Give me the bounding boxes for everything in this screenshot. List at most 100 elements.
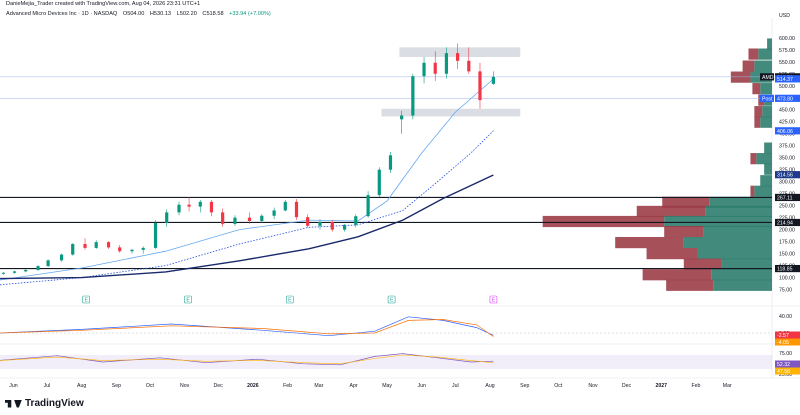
time-tick-label: Aug bbox=[485, 383, 494, 389]
price-badge bbox=[775, 264, 800, 273]
price-tick-label: 200.00 bbox=[779, 228, 795, 234]
resistance-zone bbox=[381, 108, 521, 117]
price-tick-label: 150.00 bbox=[779, 252, 795, 258]
volume-profile-sell-bar bbox=[742, 60, 755, 72]
price-badge-label: 267.11 bbox=[777, 195, 793, 201]
volume-profile-buy-bar bbox=[758, 48, 772, 60]
price-tick-label: 450.00 bbox=[779, 108, 795, 114]
candle-body bbox=[272, 210, 276, 216]
time-tick-label: Oct bbox=[554, 383, 563, 389]
candle-body bbox=[153, 222, 158, 248]
rsi-tick-label: 25.00 bbox=[779, 372, 792, 378]
earnings-marker bbox=[184, 295, 192, 304]
price-badge bbox=[775, 94, 800, 102]
volume-profile-buy-bar bbox=[764, 163, 772, 175]
volume-profile-sell-bar bbox=[664, 225, 704, 238]
candle-body bbox=[478, 71, 482, 101]
price-tick-label: 325.00 bbox=[779, 168, 795, 174]
time-tick-label: Dec bbox=[622, 383, 632, 389]
candle-body bbox=[318, 221, 322, 226]
candle-body bbox=[12, 271, 17, 273]
candle-body bbox=[118, 247, 122, 252]
symbol-name: Advanced Micro Devices Inc · 1D · NASDAQ bbox=[6, 11, 118, 17]
ohlc-close: C518.58 bbox=[202, 11, 224, 17]
candle-body bbox=[187, 204, 191, 207]
volume-profile-buy-bar bbox=[764, 142, 772, 154]
tradingview-logo[interactable]: TradingView bbox=[5, 398, 84, 409]
resistance-zone bbox=[399, 47, 521, 57]
price-tick-label: 175.00 bbox=[779, 240, 795, 246]
price-badge-tag-label: AMD bbox=[762, 75, 774, 81]
earnings-marker bbox=[285, 295, 294, 304]
price-badge-tag bbox=[760, 94, 774, 102]
rsi-badge-label: 47.58 bbox=[777, 369, 790, 375]
rsi-badge-label: 52.32 bbox=[777, 362, 790, 368]
volume-profile-buy-bar bbox=[760, 116, 772, 128]
candle-body bbox=[444, 53, 449, 74]
volume-profile-buy-bar bbox=[705, 205, 772, 218]
time-tick-label: Mar bbox=[723, 383, 732, 389]
price-tick-label: 600.00 bbox=[779, 36, 795, 42]
volume-profile-buy-bar bbox=[711, 269, 772, 281]
time-tick-label: Feb bbox=[283, 383, 292, 389]
earnings-marker-label: E bbox=[288, 298, 292, 304]
price-tick-label: 375.00 bbox=[779, 144, 795, 150]
volume-profile-sell-bar bbox=[750, 153, 757, 165]
price-change: +33.94 (+7.00%) bbox=[229, 11, 271, 17]
volume-profile-sell-bar bbox=[730, 71, 751, 83]
rsi-signal-line bbox=[0, 354, 494, 365]
price-tick-label: 550.00 bbox=[779, 60, 795, 66]
volume-profile-sell-bar bbox=[642, 269, 712, 281]
candle-body bbox=[71, 244, 75, 255]
price-badge bbox=[775, 75, 800, 83]
tradingview-logo-icon-part bbox=[14, 399, 22, 408]
candle-body bbox=[46, 260, 50, 267]
time-tick-label: Dec bbox=[214, 383, 224, 389]
time-tick-label: 2027 bbox=[655, 383, 667, 389]
earnings-marker-label: E bbox=[390, 298, 394, 304]
volume-profile-buy-bar bbox=[756, 153, 772, 165]
candle-body bbox=[283, 201, 287, 211]
time-tick-label: Mar bbox=[314, 383, 323, 389]
candle-body bbox=[221, 212, 225, 224]
rsi-badge bbox=[775, 360, 800, 368]
candle-body bbox=[198, 201, 202, 207]
candle-body bbox=[260, 215, 264, 222]
price-badge-label: 118.85 bbox=[777, 267, 793, 273]
candle-body bbox=[306, 217, 310, 226]
macd-badge bbox=[775, 331, 800, 339]
volume-profile-sell-bar bbox=[542, 215, 665, 228]
candle-body bbox=[400, 115, 404, 120]
price-tick-label: 75.00 bbox=[779, 288, 792, 294]
macd-badge-label: -2.57 bbox=[777, 333, 789, 339]
rsi-badge bbox=[775, 367, 800, 375]
candle-body bbox=[141, 247, 145, 250]
moving-average-line bbox=[0, 78, 494, 281]
time-tick-label: Nov bbox=[180, 383, 190, 389]
volume-profile-buy-bar bbox=[664, 215, 772, 228]
volume-profile-buy-bar bbox=[721, 258, 772, 270]
moving-average-line bbox=[0, 174, 494, 280]
price-tick-label: 500.00 bbox=[779, 84, 795, 90]
rsi-tick-label: 75.00 bbox=[779, 351, 792, 357]
volume-profile-sell-bar bbox=[666, 279, 714, 291]
candle-body bbox=[377, 169, 381, 196]
time-tick-label: Nov bbox=[588, 383, 598, 389]
volume-profile-sell-bar bbox=[662, 196, 710, 208]
candle-body bbox=[83, 244, 87, 248]
time-tick-label: Aug bbox=[77, 383, 86, 389]
candle-body bbox=[354, 216, 358, 225]
time-tick-label: Oct bbox=[146, 383, 155, 389]
price-badge-label: 406.06 bbox=[777, 129, 793, 135]
candle-body bbox=[491, 76, 496, 84]
price-tick-label: 100.00 bbox=[779, 276, 795, 282]
author-credit: DanieMejia_Trader created with TradingVi… bbox=[6, 1, 201, 7]
time-tick-label: Jun bbox=[418, 383, 426, 389]
tradingview-brand-name: TradingView bbox=[25, 398, 84, 409]
macd-tick-label: 40.00 bbox=[779, 314, 792, 320]
price-badge bbox=[775, 218, 800, 227]
moving-average-line bbox=[0, 130, 494, 286]
candle-body bbox=[233, 217, 237, 224]
volume-profile-buy-bar bbox=[703, 225, 772, 238]
